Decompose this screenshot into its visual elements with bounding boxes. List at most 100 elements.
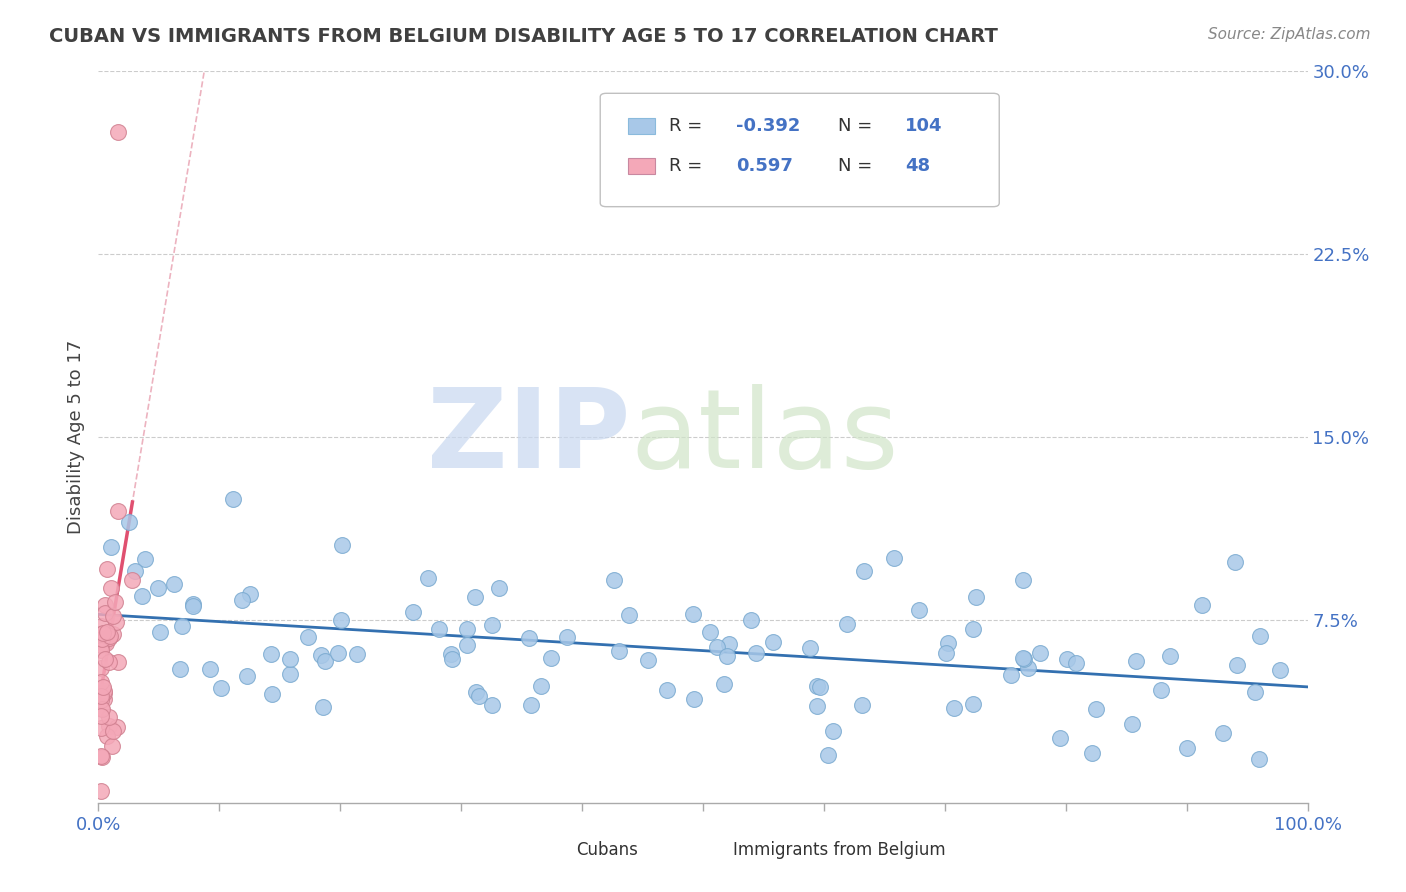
Point	[655, 683, 678, 698]
Point	[330, 538, 353, 552]
Point	[96, 729, 118, 743]
Point	[1121, 717, 1143, 731]
FancyBboxPatch shape	[697, 843, 724, 859]
Text: N =: N =	[838, 117, 879, 136]
Point	[96, 624, 118, 639]
Text: 104: 104	[905, 117, 942, 136]
Point	[100, 581, 122, 595]
Point	[1012, 574, 1035, 588]
Point	[90, 749, 112, 764]
Text: 48: 48	[905, 158, 929, 176]
Point	[93, 685, 115, 699]
Text: atlas: atlas	[630, 384, 898, 491]
Point	[90, 721, 112, 735]
Point	[519, 631, 541, 645]
Point	[90, 632, 112, 647]
Point	[464, 590, 486, 604]
Point	[936, 635, 959, 649]
Point	[314, 654, 336, 668]
Point	[107, 655, 129, 669]
Point	[427, 623, 450, 637]
Point	[716, 648, 738, 663]
Point	[1268, 663, 1291, 677]
Point	[1056, 652, 1078, 666]
Point	[1017, 661, 1039, 675]
Point	[181, 597, 204, 611]
Point	[104, 595, 127, 609]
Point	[464, 685, 486, 699]
Point	[231, 593, 253, 607]
Point	[93, 680, 115, 694]
Point	[297, 630, 319, 644]
Point	[530, 679, 553, 693]
Point	[682, 607, 704, 622]
Point	[440, 647, 463, 661]
Point	[107, 503, 129, 517]
Point	[1000, 667, 1022, 681]
Point	[1249, 629, 1271, 643]
Point	[557, 631, 579, 645]
Point	[170, 619, 193, 633]
Point	[278, 667, 301, 681]
Point	[121, 573, 143, 587]
Point	[90, 627, 112, 641]
Point	[101, 739, 124, 753]
Point	[91, 750, 114, 764]
Point	[90, 675, 112, 690]
Point	[481, 698, 503, 712]
Point	[239, 587, 262, 601]
Text: R =: R =	[669, 117, 709, 136]
Point	[806, 679, 828, 693]
Point	[835, 617, 858, 632]
Point	[124, 564, 146, 578]
Point	[1011, 651, 1033, 665]
Point	[131, 590, 153, 604]
Point	[908, 603, 931, 617]
Text: Source: ZipAtlas.com: Source: ZipAtlas.com	[1208, 27, 1371, 42]
Point	[1243, 685, 1265, 699]
Point	[817, 748, 839, 763]
Point	[962, 697, 984, 711]
Point	[683, 692, 706, 706]
Point	[823, 723, 845, 738]
Point	[1012, 652, 1035, 666]
Point	[91, 634, 114, 648]
Point	[330, 613, 353, 627]
Point	[718, 637, 741, 651]
Point	[540, 651, 562, 665]
Text: R =: R =	[669, 158, 709, 176]
Point	[965, 590, 987, 604]
Point	[90, 619, 112, 633]
Point	[101, 723, 124, 738]
Text: N =: N =	[838, 158, 879, 176]
Point	[90, 689, 112, 703]
Point	[100, 540, 122, 554]
Point	[346, 647, 368, 661]
Point	[101, 608, 124, 623]
Point	[1084, 702, 1107, 716]
Point	[118, 516, 141, 530]
Point	[98, 632, 121, 646]
Point	[637, 653, 659, 667]
Point	[90, 783, 112, 797]
Point	[740, 613, 762, 627]
Point	[607, 644, 630, 658]
Point	[402, 605, 425, 619]
Point	[90, 709, 112, 723]
Point	[441, 652, 464, 666]
Point	[209, 681, 232, 695]
Point	[107, 125, 129, 139]
Point	[278, 652, 301, 666]
Point	[90, 643, 112, 657]
Point	[90, 693, 112, 707]
Point	[602, 573, 624, 587]
Point	[98, 655, 121, 669]
Point	[744, 646, 766, 660]
Point	[262, 687, 284, 701]
Point	[706, 640, 728, 655]
Point	[163, 577, 186, 591]
FancyBboxPatch shape	[628, 159, 655, 175]
Point	[148, 581, 170, 595]
Point	[326, 646, 349, 660]
Point	[149, 624, 172, 639]
